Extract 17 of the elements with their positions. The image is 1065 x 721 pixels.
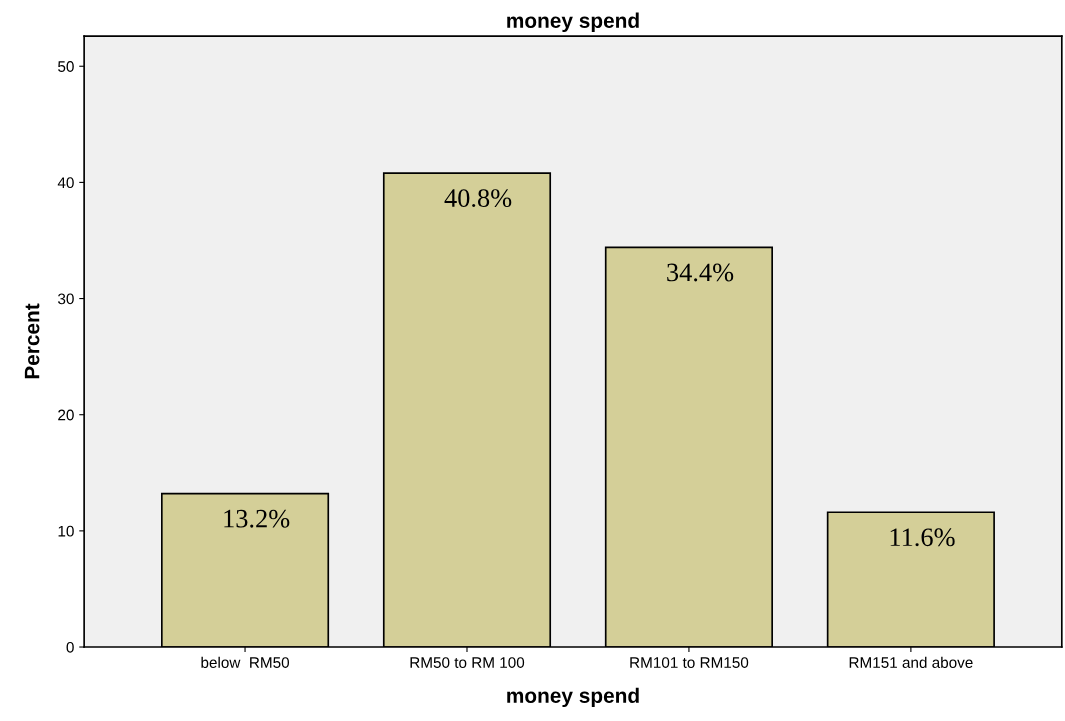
x-tick-label: RM101 to RM150: [630, 657, 749, 668]
data-label: 34.4%: [667, 263, 734, 282]
chart-title: money spend: [507, 12, 639, 33]
y-tick-label: 20: [58, 409, 74, 421]
data-label: 11.6%: [890, 528, 955, 547]
y-tick-label: 50: [58, 61, 74, 72]
x-tick-label: RM50 to RM 100: [410, 657, 525, 668]
y-tick-label: 40: [57, 177, 74, 189]
y-tick-label: 30: [58, 293, 74, 305]
x-tick-label: RM151 and above: [849, 656, 973, 668]
y-tick-label: 0: [66, 641, 74, 653]
y-axis-title: Percent: [24, 303, 40, 379]
y-tick-label: 10: [58, 525, 74, 537]
x-axis-title: money spend: [507, 687, 639, 708]
data-label: 13.2%: [224, 509, 290, 528]
data-label: 40.8%: [444, 189, 512, 208]
x-tick-label: below RM50: [201, 656, 290, 668]
